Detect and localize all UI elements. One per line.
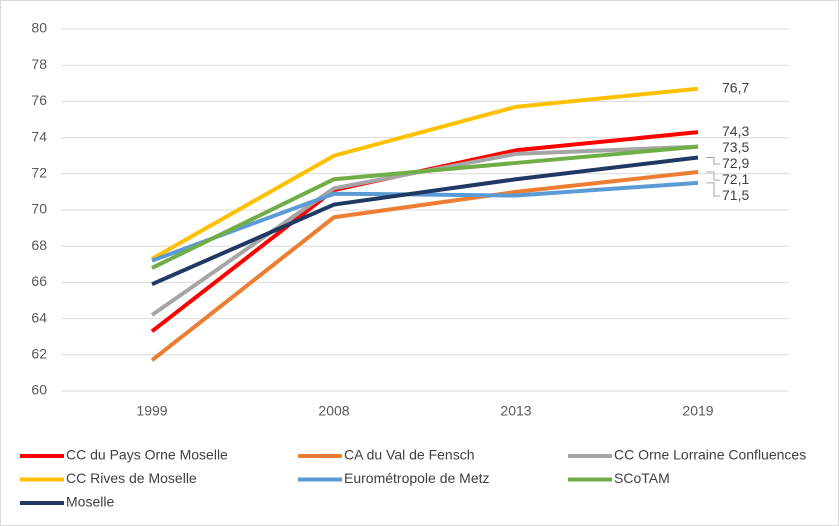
leader-line: [706, 182, 720, 197]
legend-label: CC Rives de Moselle: [66, 470, 197, 486]
series-line: [151, 180, 699, 263]
series-line: [151, 144, 699, 270]
series-line: [150, 170, 699, 362]
y-tick-label: 62: [31, 346, 47, 362]
y-tick-label: 60: [31, 382, 47, 398]
legend-label: CC Orne Lorraine Confluences: [614, 447, 806, 463]
x-tick-label: 2013: [500, 403, 531, 419]
y-tick-label: 68: [31, 237, 47, 253]
data-label: 71,5: [722, 187, 749, 203]
leader-line: [706, 171, 720, 181]
y-tick-label: 66: [31, 273, 47, 289]
y-tick-label: 70: [31, 201, 47, 217]
x-tick-label: 2008: [318, 403, 349, 419]
y-tick-label: 72: [31, 165, 47, 181]
leader-line: [706, 157, 720, 165]
data-label: 76,7: [722, 79, 749, 95]
y-tick-label: 80: [31, 20, 47, 36]
data-label: 72,9: [722, 155, 749, 171]
x-tick-label: 1999: [136, 403, 167, 419]
series-line: [151, 86, 699, 261]
data-label: 73,5: [722, 139, 749, 155]
legend-label: CA du Val de Fensch: [344, 447, 474, 463]
legend-label: Moselle: [66, 494, 114, 510]
x-tick-label: 2019: [682, 403, 713, 419]
y-tick-label: 76: [31, 92, 47, 108]
data-label: 74,3: [722, 123, 749, 139]
y-tick-label: 74: [31, 128, 47, 144]
y-tick-label: 78: [31, 56, 47, 72]
legend-label: Eurométropole de Metz: [344, 470, 490, 486]
data-label: 72,1: [722, 171, 749, 187]
series-line: [151, 155, 699, 287]
legend-label: CC du Pays Orne Moselle: [66, 447, 228, 463]
legend-label: SCoTAM: [614, 470, 670, 486]
y-tick-label: 64: [31, 309, 47, 325]
